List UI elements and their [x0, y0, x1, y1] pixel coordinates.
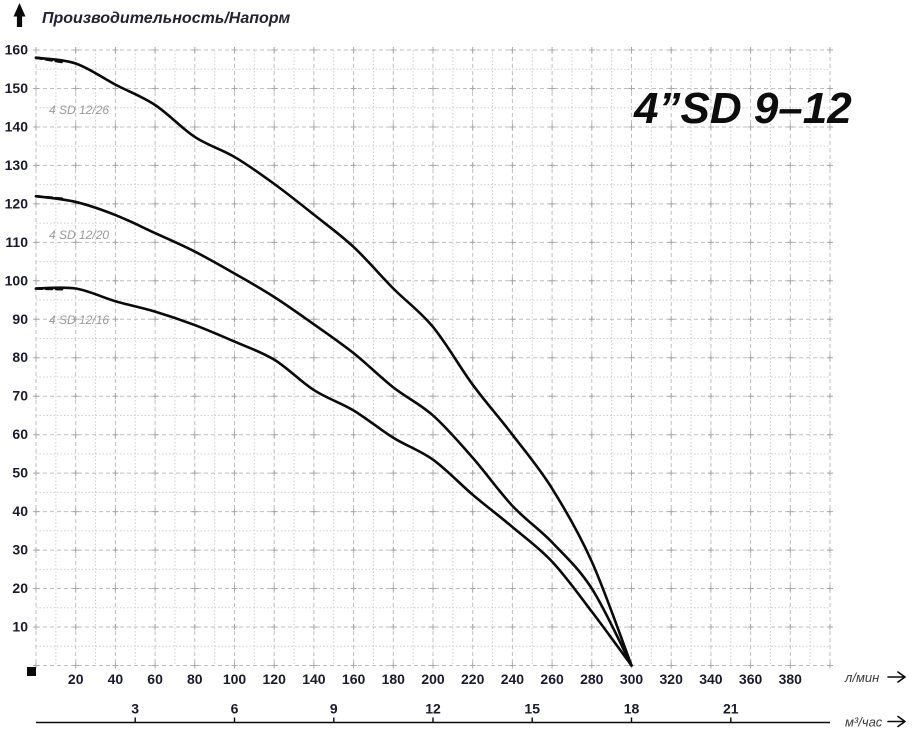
svg-text:50: 50 [12, 465, 28, 481]
svg-text:280: 280 [580, 671, 604, 687]
svg-text:340: 340 [699, 671, 723, 687]
svg-text:4”SD 9–12: 4”SD 9–12 [633, 84, 852, 133]
svg-text:4 SD 12/20: 4 SD 12/20 [49, 228, 109, 242]
svg-text:60: 60 [147, 671, 163, 687]
svg-text:10: 10 [12, 619, 28, 635]
svg-text:15: 15 [524, 701, 540, 717]
svg-text:180: 180 [382, 671, 406, 687]
svg-text:110: 110 [5, 234, 28, 250]
svg-text:140: 140 [302, 671, 326, 687]
svg-text:160: 160 [342, 671, 366, 687]
svg-text:4 SD 12/26: 4 SD 12/26 [49, 103, 109, 117]
svg-text:40: 40 [12, 503, 28, 519]
svg-text:120: 120 [5, 195, 29, 211]
svg-text:20: 20 [68, 671, 84, 687]
svg-text:40: 40 [108, 671, 124, 687]
svg-text:3: 3 [131, 701, 139, 717]
svg-text:150: 150 [5, 80, 29, 96]
svg-text:130: 130 [5, 157, 29, 173]
svg-text:120: 120 [263, 671, 287, 687]
svg-text:300: 300 [620, 671, 644, 687]
svg-text:80: 80 [187, 671, 203, 687]
svg-text:140: 140 [5, 118, 29, 134]
svg-text:220: 220 [461, 671, 485, 687]
svg-text:18: 18 [624, 701, 640, 717]
svg-text:100: 100 [223, 671, 247, 687]
svg-text:240: 240 [501, 671, 525, 687]
svg-text:9: 9 [330, 701, 338, 717]
svg-text:360: 360 [739, 671, 763, 687]
svg-text:90: 90 [12, 311, 28, 327]
svg-text:80: 80 [12, 349, 28, 365]
svg-text:320: 320 [660, 671, 684, 687]
svg-text:70: 70 [12, 388, 28, 404]
svg-text:20: 20 [12, 580, 28, 596]
svg-text:6: 6 [231, 701, 239, 717]
svg-text:200: 200 [421, 671, 445, 687]
svg-text:12: 12 [425, 701, 441, 717]
svg-text:160: 160 [5, 42, 29, 58]
svg-text:л/мин: л/мин [844, 670, 879, 685]
svg-text:30: 30 [12, 542, 28, 558]
svg-text:21: 21 [723, 701, 739, 717]
svg-text:100: 100 [5, 272, 29, 288]
svg-text:260: 260 [540, 671, 564, 687]
svg-text:Производительность/Напорм: Производительность/Напорм [42, 10, 290, 27]
svg-text:м³/час: м³/час [845, 715, 883, 730]
svg-text:380: 380 [779, 671, 803, 687]
svg-text:4 SD 12/16: 4 SD 12/16 [49, 313, 109, 327]
svg-text:60: 60 [12, 426, 28, 442]
